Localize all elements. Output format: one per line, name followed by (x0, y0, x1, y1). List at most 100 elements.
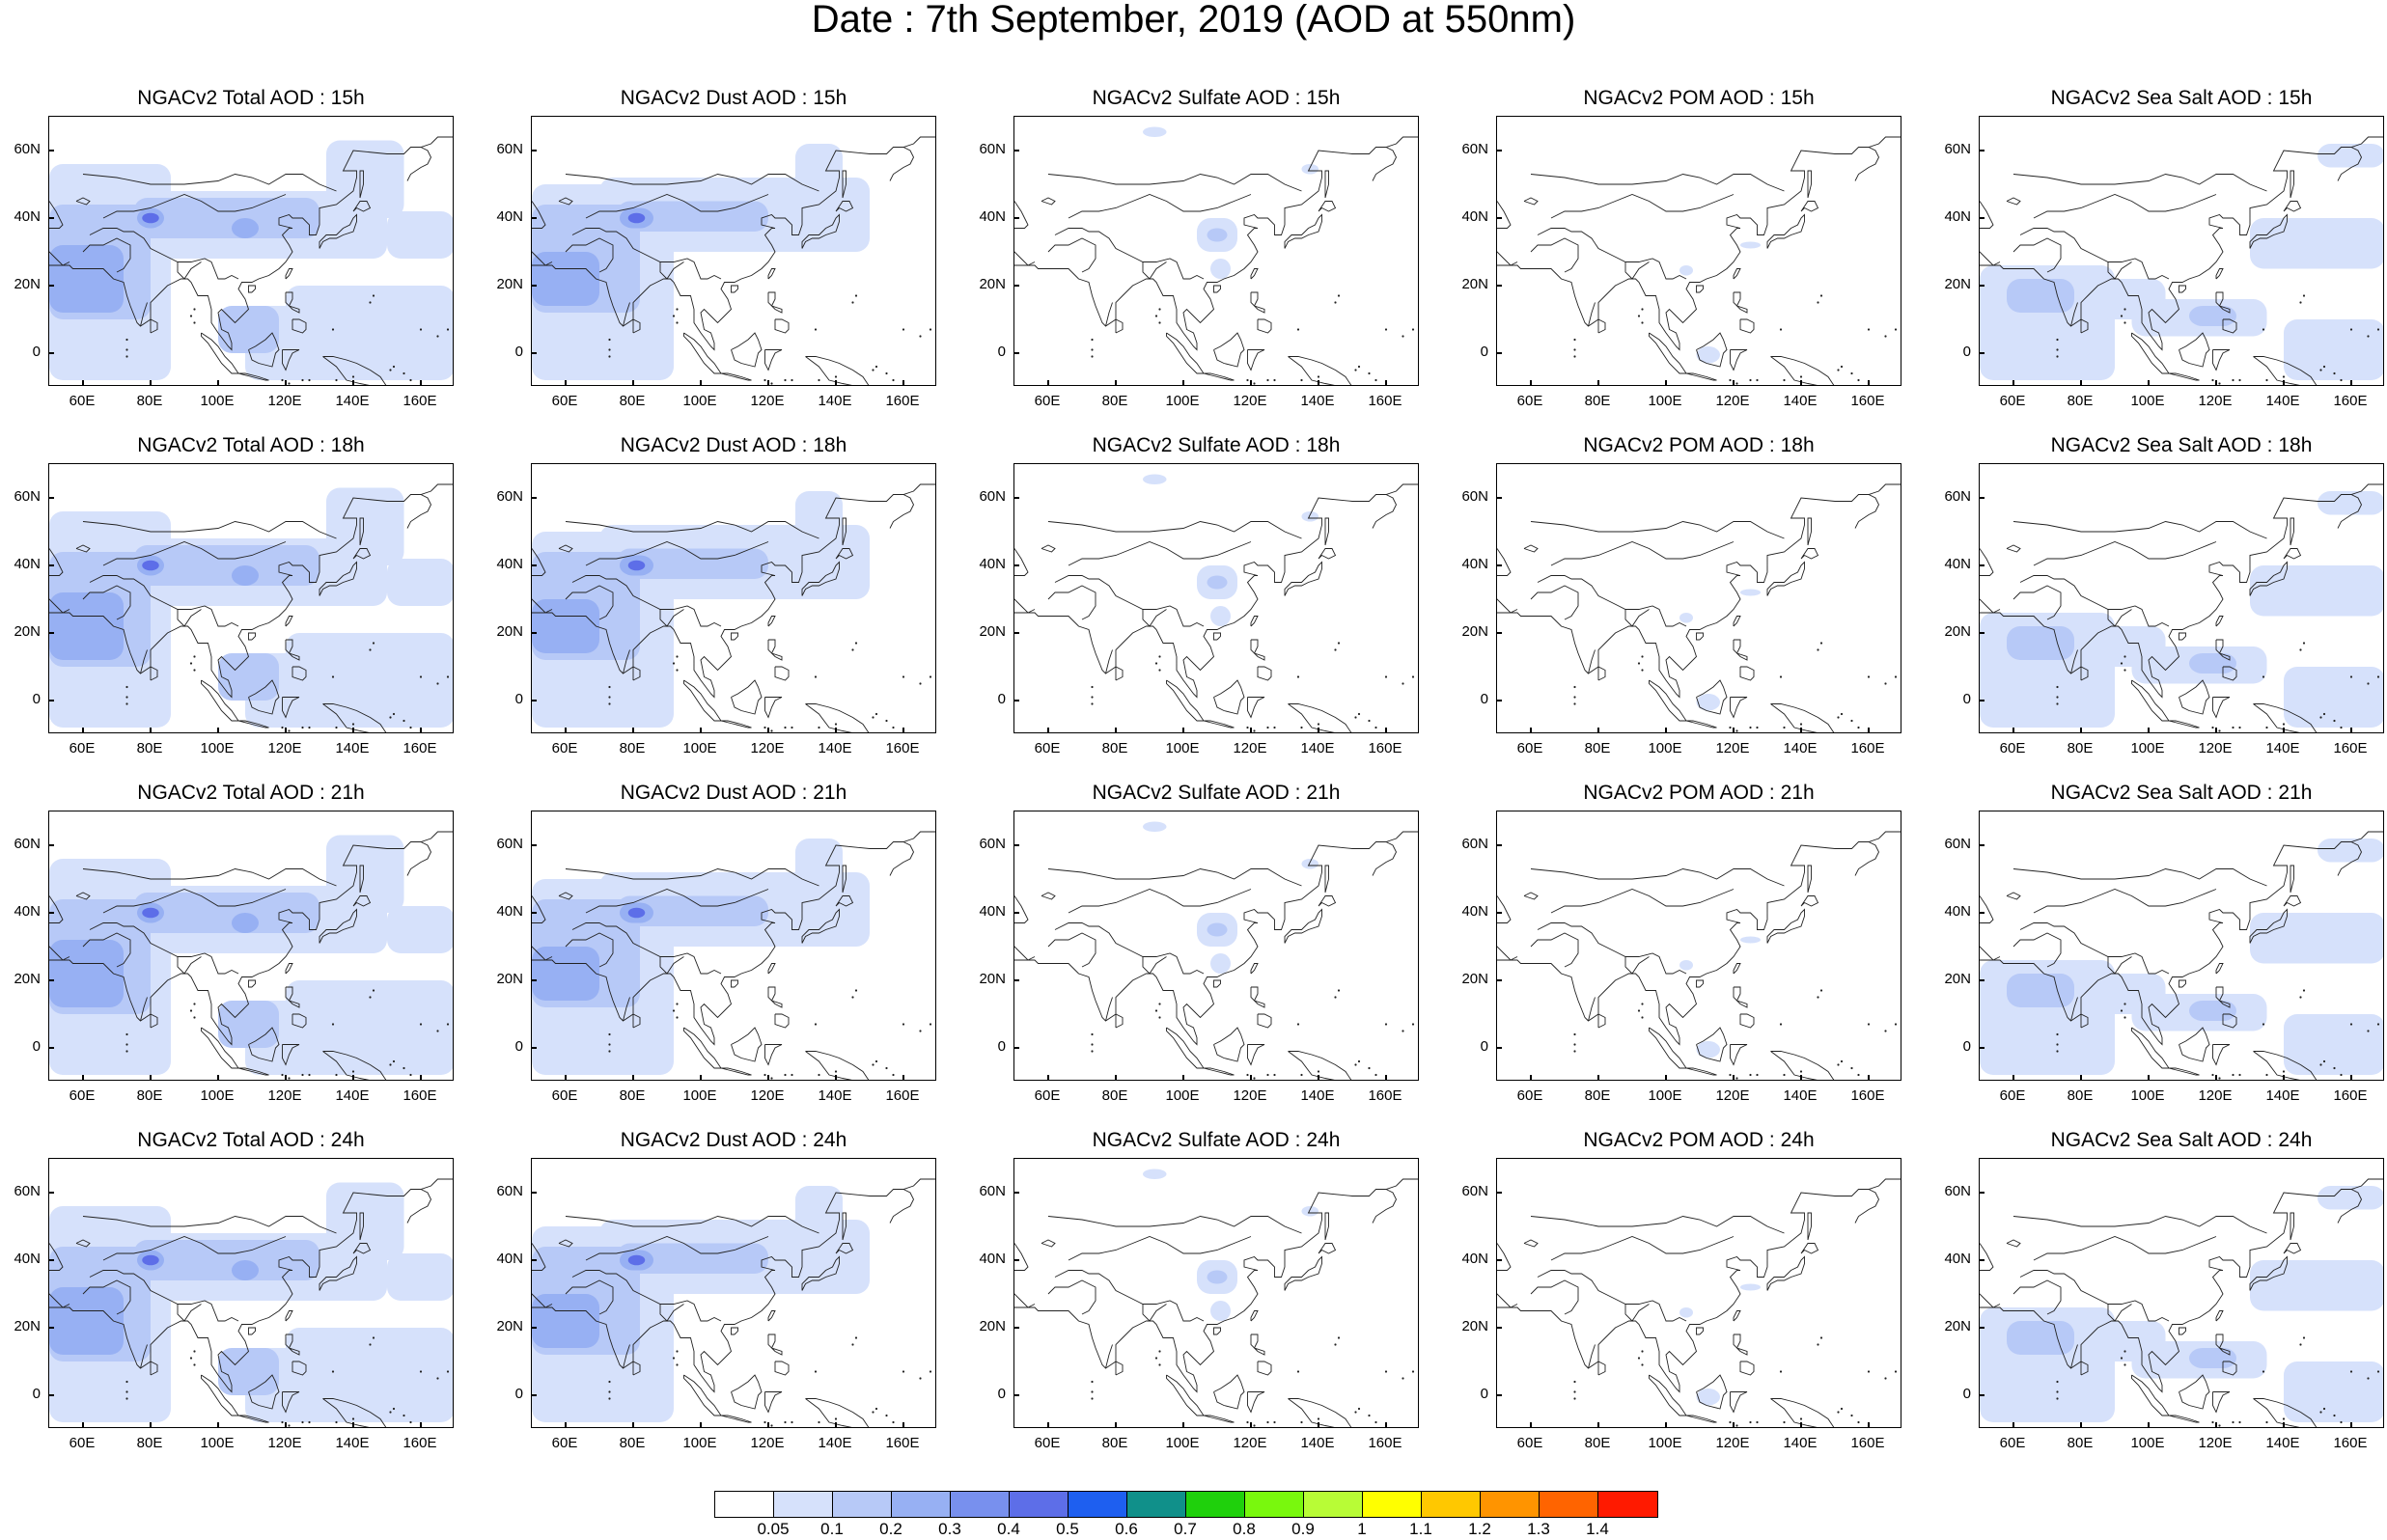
longitude-tick-label: 140E (818, 740, 852, 756)
panel-title: NGACv2 Total AOD : 24h (137, 1129, 365, 1151)
island-marker (1158, 1016, 1161, 1019)
latitude-tick-label: 0 (32, 691, 41, 707)
longitude-tick (565, 380, 567, 386)
island-marker (1735, 729, 1738, 732)
island-marker (672, 1009, 676, 1012)
island-marker (1573, 1380, 1576, 1384)
latitude-tick (1979, 912, 1985, 914)
aod-shading-region (627, 907, 646, 919)
coastline (1733, 963, 1741, 975)
coastline (805, 356, 870, 385)
latitude-tick-label: 40N (1461, 208, 1488, 225)
coastline (1696, 632, 1704, 641)
latitude-tick (1496, 285, 1502, 287)
latitude-tick-label: 0 (514, 1386, 523, 1402)
latitude-tick (1496, 150, 1502, 151)
island-marker (770, 1424, 773, 1427)
coastline (82, 174, 337, 192)
longitude-tick-label: 100E (682, 1087, 717, 1104)
island-marker (872, 1411, 874, 1414)
island-marker (885, 719, 888, 723)
longitude-tick-label: 140E (1300, 740, 1335, 756)
island-marker (1783, 726, 1786, 729)
map-panel-pom-aod-15h: NGACv2 POM AOD : 15h 60N 40N 20N 0 60E 80E 100E… (1448, 87, 1901, 434)
longitude-tick-label: 120E (1233, 1087, 1267, 1104)
longitude-tick (700, 1422, 702, 1428)
aod-shading-region (387, 1253, 453, 1301)
coastline (2033, 889, 2217, 914)
coastline (1530, 868, 1785, 887)
island-marker (193, 655, 196, 658)
longitude-tick-label: 100E (1165, 1087, 1200, 1104)
aod-shading-region (326, 835, 404, 913)
latitude-tick-label: 60N (496, 1183, 523, 1199)
coastline (2006, 1239, 2021, 1248)
coastline (1014, 895, 1029, 923)
island-marker (872, 1063, 874, 1066)
coastline (1980, 251, 2001, 266)
latitude-tick-label: 40N (979, 1251, 1006, 1267)
island-marker (2349, 1023, 2353, 1026)
longitude-tick (2080, 1075, 2082, 1081)
island-marker (1637, 1357, 1641, 1360)
coastline (282, 349, 300, 371)
coastline (237, 1067, 269, 1076)
island-marker (2120, 1009, 2123, 1012)
island-marker (1729, 1073, 1732, 1077)
coastline (1854, 1189, 1880, 1224)
longitude-tick-label: 100E (2130, 393, 2165, 409)
latitude-tick-label: 60N (14, 1183, 41, 1199)
panel-title: NGACv2 Sea Salt AOD : 24h (2050, 1129, 2313, 1151)
panel-title: NGACv2 Sulfate AOD : 15h (1092, 87, 1341, 109)
island-marker (1729, 1420, 1732, 1424)
longitude-tick (2283, 728, 2285, 733)
aod-shading-region (133, 893, 319, 933)
aod-shading-region (286, 1328, 453, 1422)
island-marker (676, 1363, 679, 1366)
coastline (774, 666, 790, 681)
coastline (285, 963, 293, 975)
coastline (558, 197, 573, 206)
island-marker (308, 726, 311, 729)
coastline (1807, 865, 1812, 894)
island-marker (770, 729, 773, 732)
coastline (2212, 349, 2231, 371)
longitude-tick (835, 380, 837, 386)
map-plot-area (531, 1158, 936, 1428)
island-marker (2262, 328, 2265, 331)
longitude-tick (2012, 380, 2014, 386)
longitude-tick-label: 80E (2067, 393, 2094, 409)
latitude-tick (1979, 632, 1985, 634)
coastline (2215, 268, 2224, 280)
map-canvas (1014, 821, 1418, 1080)
island-marker (608, 1043, 611, 1046)
latitude-tick-label: 20N (496, 1318, 523, 1334)
coastline (49, 895, 64, 923)
island-marker (1573, 1390, 1576, 1393)
island-marker (446, 328, 450, 331)
coastline (1054, 228, 1205, 280)
longitude-tick (2148, 1075, 2150, 1081)
aod-shading-region (2250, 218, 2383, 269)
coastline (1068, 194, 1252, 219)
longitude-tick-label: 140E (1783, 1087, 1818, 1104)
coastline (1068, 541, 1252, 566)
panel-title: NGACv2 POM AOD : 21h (1583, 782, 1815, 804)
colorbar-label: 0.05 (757, 1520, 790, 1538)
coastline (1213, 979, 1221, 988)
aod-shading-region (133, 1240, 319, 1280)
map-panel-dust-aod-24h: NGACv2 Dust AOD : 24h 60N 40N 20N 0 60E 80E 100… (483, 1129, 936, 1476)
longitude-tick-label: 80E (1584, 1435, 1611, 1451)
longitude-tick (1530, 728, 1532, 733)
island-marker (1296, 1370, 1300, 1373)
coastline (764, 349, 783, 371)
latitude-tick-label: 40N (496, 556, 523, 572)
coastline (532, 946, 553, 961)
coastline (322, 1398, 387, 1427)
latitude-tick-label: 40N (1944, 208, 1971, 225)
coastline (285, 616, 293, 627)
island-marker (189, 1357, 193, 1360)
latitude-tick (531, 564, 537, 566)
island-marker (676, 655, 679, 658)
coastline (632, 1013, 641, 1029)
